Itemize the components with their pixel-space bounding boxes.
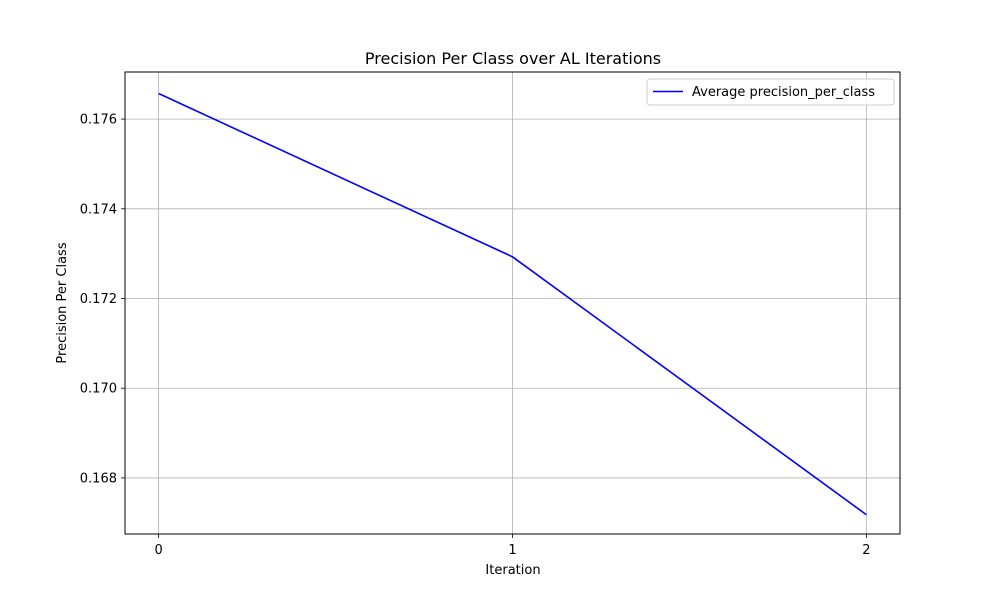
x-tick-label: 0 [154,543,162,558]
x-tick-label: 2 [862,543,870,558]
x-tick-label: 1 [508,543,516,558]
y-axis-ticks: 0.168 0.170 0.172 0.174 0.176 [80,113,125,486]
y-tick-label: 0.172 [80,292,117,307]
series-layer [158,92,867,516]
legend-box [646,78,895,106]
chart-title: Precision Per Class over AL Iterations [365,49,661,68]
y-tick-label: 0.170 [80,382,117,397]
y-tick-label: 0.168 [80,471,117,486]
x-axis-ticks: 0 1 2 [154,534,871,558]
y-axis-label: Precision Per Class [55,242,70,363]
grid-lines [125,72,900,534]
x-axis-label: Iteration [485,563,540,578]
legend-entry-label: Average precision_per_class [692,85,875,100]
legend: Average precision_per_class [646,78,895,106]
y-tick-label: 0.176 [80,113,117,128]
y-tick-label: 0.174 [80,202,117,217]
series-line-average-precision [158,92,867,516]
